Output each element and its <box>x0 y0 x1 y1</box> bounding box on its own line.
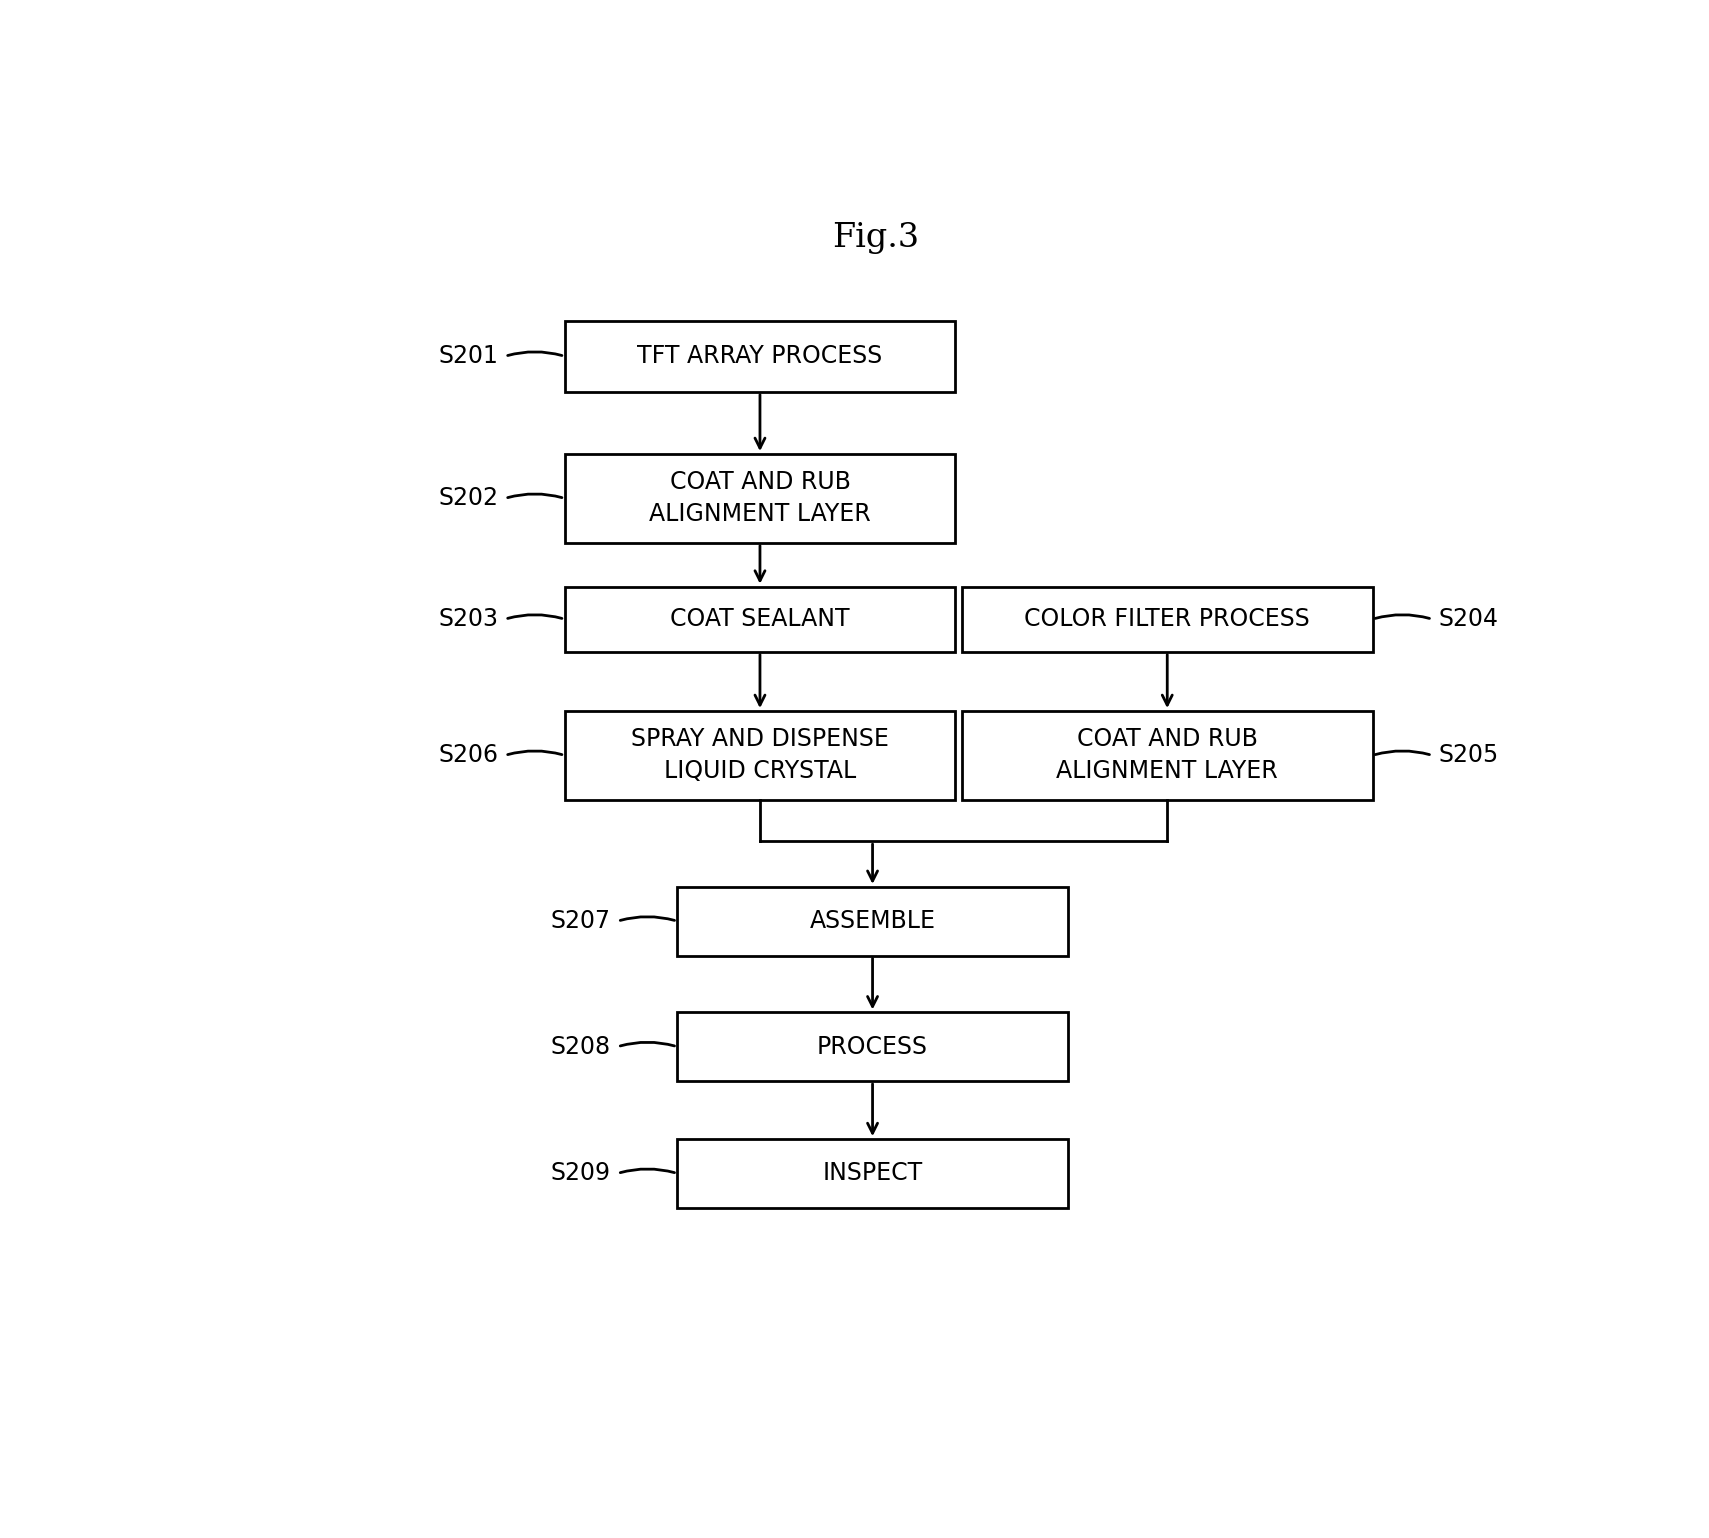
Bar <box>962 586 1372 652</box>
Text: S203: S203 <box>439 608 499 631</box>
Text: COAT AND RUB: COAT AND RUB <box>670 471 851 494</box>
Text: Fig.3: Fig.3 <box>832 221 919 254</box>
Text: S206: S206 <box>439 743 499 767</box>
Bar <box>564 586 955 652</box>
Text: COLOR FILTER PROCESS: COLOR FILTER PROCESS <box>1024 608 1311 631</box>
Text: S202: S202 <box>439 486 499 511</box>
Bar <box>564 711 955 800</box>
Text: TFT ARRAY PROCESS: TFT ARRAY PROCESS <box>637 345 882 368</box>
Text: S209: S209 <box>550 1161 612 1186</box>
Text: COAT SEALANT: COAT SEALANT <box>670 608 849 631</box>
Bar <box>962 711 1372 800</box>
Text: S204: S204 <box>1439 608 1499 631</box>
Text: ASSEMBLE: ASSEMBLE <box>810 909 935 934</box>
Text: S205: S205 <box>1439 743 1499 767</box>
Text: S201: S201 <box>439 345 499 368</box>
Bar <box>564 321 955 392</box>
Bar <box>677 887 1068 955</box>
Text: PROCESS: PROCESS <box>817 1035 928 1058</box>
Text: SPRAY AND DISPENSE: SPRAY AND DISPENSE <box>631 727 889 752</box>
Text: ALIGNMENT LAYER: ALIGNMENT LAYER <box>649 503 872 526</box>
Bar <box>677 1140 1068 1207</box>
Text: S208: S208 <box>550 1035 612 1058</box>
Bar <box>564 454 955 543</box>
Bar <box>677 1012 1068 1081</box>
Text: LIQUID CRYSTAL: LIQUID CRYSTAL <box>663 760 856 783</box>
Text: INSPECT: INSPECT <box>822 1161 923 1186</box>
Text: ALIGNMENT LAYER: ALIGNMENT LAYER <box>1056 760 1278 783</box>
Text: S207: S207 <box>550 909 612 934</box>
Text: COAT AND RUB: COAT AND RUB <box>1077 727 1258 752</box>
